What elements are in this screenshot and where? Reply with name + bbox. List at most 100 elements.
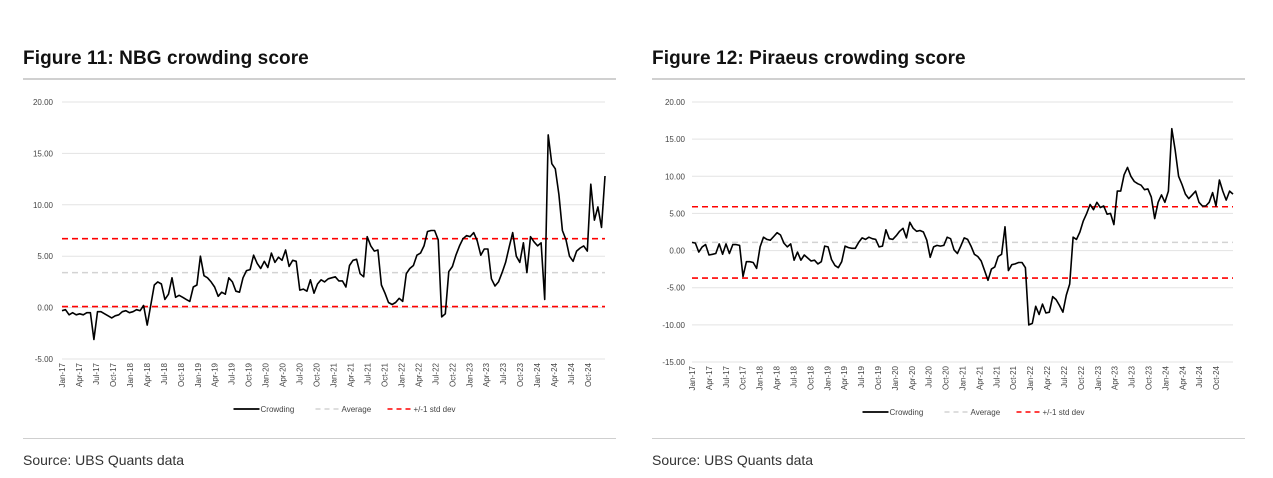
x-tick-label: Apr-23 bbox=[482, 362, 491, 387]
figure-11-panel: Figure 11: NBG crowding score 20.00 15.00… bbox=[23, 0, 616, 478]
chart-legend: Crowding Average +/-1 std dev bbox=[862, 408, 1085, 417]
figure-12-panel: Figure 12: Piraeus crowding score 20.00 1… bbox=[652, 0, 1245, 478]
x-tick-label: Apr-21 bbox=[975, 365, 984, 390]
x-tick-label: Oct-20 bbox=[313, 362, 322, 387]
x-tick-label: Oct-17 bbox=[109, 362, 118, 387]
nbg-crowding-chart: 20.00 15.00 10.00 5.00 0.00 -5.00 Jan-17 Apr-17… bbox=[33, 98, 606, 414]
x-tick-label: Jan-19 bbox=[823, 365, 832, 390]
figure-title: Figure 12: Piraeus crowding score bbox=[652, 48, 966, 69]
x-tick-label: Apr-23 bbox=[1111, 365, 1120, 390]
x-tick-label: Oct-18 bbox=[177, 362, 186, 387]
x-tick-label: Jan-23 bbox=[465, 362, 474, 387]
source-divider bbox=[652, 438, 1245, 439]
x-tick-label: Apr-17 bbox=[75, 362, 84, 387]
x-tick-label: Apr-17 bbox=[705, 365, 714, 390]
x-tick-label: Jul-19 bbox=[857, 365, 866, 387]
x-tick-label: Jul-18 bbox=[160, 362, 169, 384]
x-tick-label: Oct-22 bbox=[1077, 365, 1086, 390]
x-tick-label: Jan-17 bbox=[58, 362, 67, 387]
source-divider bbox=[23, 438, 616, 439]
y-tick-label: 20.00 bbox=[33, 98, 54, 107]
title-divider bbox=[23, 78, 616, 80]
y-tick-label: 10.00 bbox=[33, 201, 54, 210]
x-tick-label: Jan-18 bbox=[126, 362, 135, 387]
legend-average-label: Average bbox=[971, 408, 1001, 417]
x-tick-label: Jul-22 bbox=[431, 362, 440, 384]
x-tick-label: Oct-22 bbox=[448, 362, 457, 387]
y-tick-label: -5.00 bbox=[35, 355, 54, 364]
x-tick-label: Apr-20 bbox=[279, 362, 288, 387]
legend-average-label: Average bbox=[342, 405, 372, 414]
y-tick-label: 10.00 bbox=[665, 172, 686, 181]
x-tick-label: Apr-19 bbox=[211, 362, 220, 387]
x-tick-label: Jan-23 bbox=[1094, 365, 1103, 390]
y-tick-label: -5.00 bbox=[667, 284, 686, 293]
x-tick-label: Jan-18 bbox=[756, 365, 765, 390]
x-tick-label: Jul-18 bbox=[789, 365, 798, 387]
legend-crowding-label: Crowding bbox=[890, 408, 924, 417]
legend-std-dev-label: +/-1 std dev bbox=[414, 405, 456, 414]
x-tick-label: Jul-17 bbox=[92, 362, 101, 384]
source-note: Source: UBS Quants data bbox=[652, 452, 814, 468]
chart-legend: Crowding Average +/-1 std dev bbox=[233, 405, 456, 414]
x-tick-label: Jan-20 bbox=[891, 365, 900, 390]
x-tick-label: Jan-21 bbox=[330, 362, 339, 387]
x-tick-label: Apr-24 bbox=[1178, 365, 1187, 390]
x-tick-label: Jan-22 bbox=[1026, 365, 1035, 390]
x-tick-label: Jan-17 bbox=[688, 365, 697, 390]
x-tick-label: Jul-22 bbox=[1060, 365, 1069, 387]
y-tick-label: 15.00 bbox=[33, 149, 54, 158]
x-tick-label: Jul-23 bbox=[1128, 365, 1137, 387]
x-tick-label: Jan-24 bbox=[1161, 365, 1170, 390]
x-tick-label: Apr-24 bbox=[550, 362, 559, 387]
legend-crowding-label: Crowding bbox=[261, 405, 295, 414]
x-tick-label: Jul-24 bbox=[567, 362, 576, 384]
x-tick-label: Oct-24 bbox=[1212, 365, 1221, 390]
x-tick-label: Oct-21 bbox=[380, 362, 389, 387]
x-tick-label: Jan-20 bbox=[262, 362, 271, 387]
legend-std-dev-label: +/-1 std dev bbox=[1043, 408, 1085, 417]
x-tick-label: Oct-17 bbox=[739, 365, 748, 390]
y-tick-label: -15.00 bbox=[662, 358, 685, 367]
x-tick-label: Jan-19 bbox=[194, 362, 203, 387]
x-tick-label: Jan-22 bbox=[397, 362, 406, 387]
x-tick-label: Oct-20 bbox=[942, 365, 951, 390]
x-tick-label: Oct-19 bbox=[245, 362, 254, 387]
y-tick-label: 0.00 bbox=[37, 304, 53, 313]
x-tick-label: Apr-18 bbox=[143, 362, 152, 387]
x-tick-label: Oct-19 bbox=[874, 365, 883, 390]
x-tick-label: Oct-23 bbox=[516, 362, 525, 387]
y-tick-label: 20.00 bbox=[665, 98, 686, 107]
crowding-series-line bbox=[691, 127, 1234, 326]
source-note: Source: UBS Quants data bbox=[23, 452, 185, 468]
y-tick-label: -10.00 bbox=[662, 321, 685, 330]
x-tick-label: Oct-23 bbox=[1144, 365, 1153, 390]
x-tick-label: Jul-20 bbox=[925, 365, 934, 387]
x-tick-label: Apr-18 bbox=[773, 365, 782, 390]
x-tick-label: Jan-21 bbox=[959, 365, 968, 390]
crowding-series-line bbox=[61, 134, 606, 341]
x-tick-label: Jul-21 bbox=[992, 365, 1001, 387]
title-divider bbox=[652, 78, 1245, 80]
y-tick-label: 5.00 bbox=[37, 252, 53, 261]
x-tick-label: Jan-24 bbox=[533, 362, 542, 387]
x-tick-label: Oct-24 bbox=[584, 362, 593, 387]
piraeus-crowding-chart: 20.00 15.00 10.00 5.00 0.00 -5.00 -10.00 -15.00… bbox=[662, 98, 1234, 417]
x-tick-label: Oct-18 bbox=[806, 365, 815, 390]
y-tick-label: 15.00 bbox=[665, 135, 686, 144]
figure-title: Figure 11: NBG crowding score bbox=[23, 48, 309, 69]
x-tick-label: Jul-21 bbox=[363, 362, 372, 384]
x-tick-label: Apr-20 bbox=[908, 365, 917, 390]
x-tick-label: Apr-19 bbox=[840, 365, 849, 390]
x-tick-label: Jul-19 bbox=[228, 362, 237, 384]
x-tick-label: Apr-21 bbox=[346, 362, 355, 387]
y-tick-label: 5.00 bbox=[669, 209, 685, 218]
x-tick-label: Jul-20 bbox=[296, 362, 305, 384]
x-tick-label: Apr-22 bbox=[414, 362, 423, 387]
x-tick-label: Apr-22 bbox=[1043, 365, 1052, 390]
x-tick-label: Jul-23 bbox=[499, 362, 508, 384]
x-tick-label: Oct-21 bbox=[1009, 365, 1018, 390]
x-tick-label: Jul-17 bbox=[722, 365, 731, 387]
y-tick-label: 0.00 bbox=[669, 247, 685, 256]
x-tick-label: Jul-24 bbox=[1195, 365, 1204, 387]
